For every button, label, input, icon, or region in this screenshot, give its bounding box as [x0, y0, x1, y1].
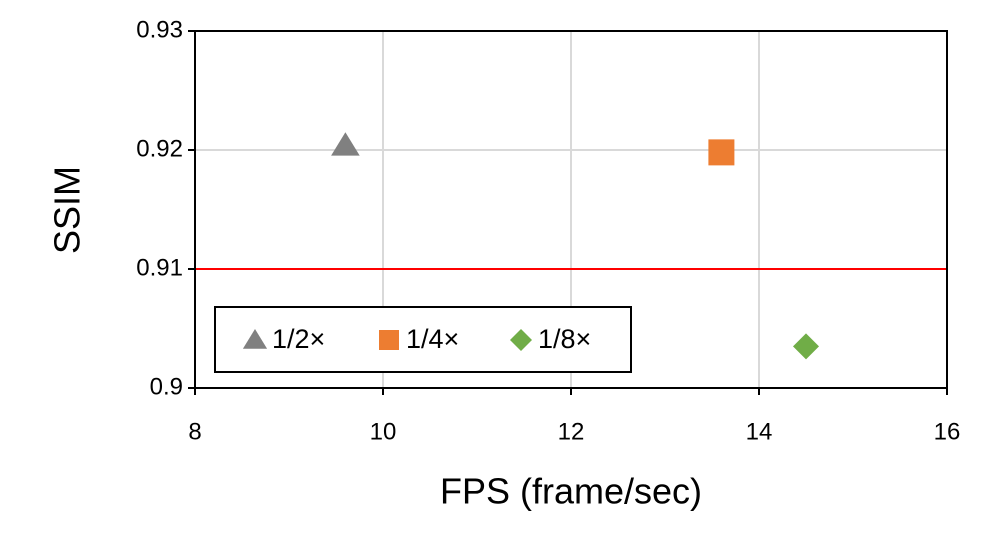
x-tick-label: 8	[188, 418, 201, 445]
y-tick-label: 0.93	[136, 16, 183, 43]
x-tick-label: 16	[934, 418, 961, 445]
x-axis-title: FPS (frame/sec)	[440, 471, 702, 512]
y-axis-title: SSIM	[47, 166, 88, 254]
legend-label: 1/8×	[538, 324, 591, 354]
point	[708, 139, 735, 166]
point	[793, 333, 819, 360]
x-tick-label: 12	[558, 418, 585, 445]
legend-box	[214, 306, 632, 373]
x-tick-label: 10	[370, 418, 397, 445]
legend-label: 1/4×	[406, 324, 459, 354]
y-tick-label: 0.9	[150, 373, 183, 400]
point	[331, 132, 360, 156]
legend-label: 1/2×	[272, 324, 325, 354]
y-tick-label: 0.92	[136, 135, 183, 162]
legend-marker	[242, 329, 268, 349]
x-tick-label: 14	[746, 418, 773, 445]
legend-marker	[379, 330, 399, 350]
y-tick-label: 0.91	[136, 254, 183, 281]
legend-marker	[510, 329, 532, 351]
plot-frame	[194, 30, 948, 389]
